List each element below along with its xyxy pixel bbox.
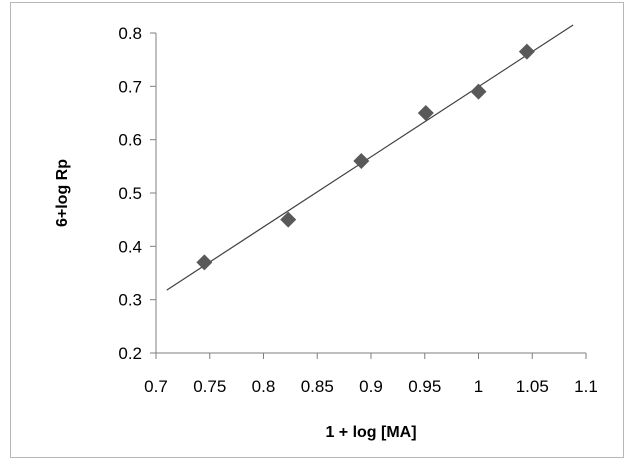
x-tick-label: 0.8 xyxy=(252,377,276,396)
axes xyxy=(150,32,587,359)
x-tick-labels: 0.7 0.75 0.8 0.85 0.9 0.95 1 1.05 1.1 xyxy=(144,377,598,396)
y-tick-label: 0.4 xyxy=(118,237,142,256)
x-tick-label: 0.85 xyxy=(301,377,334,396)
y-tick-labels: 0.2 0.3 0.4 0.5 0.6 0.7 0.8 xyxy=(118,24,142,363)
y-tick-label: 0.2 xyxy=(118,344,142,363)
trendline xyxy=(166,24,574,291)
x-tick-label: 0.95 xyxy=(408,377,441,396)
x-tick-label: 1.1 xyxy=(574,377,598,396)
y-tick-label: 0.3 xyxy=(118,291,142,310)
x-tick-label: 1.05 xyxy=(516,377,549,396)
data-point xyxy=(518,43,535,60)
y-tick-label: 0.5 xyxy=(118,184,142,203)
x-tick-label: 0.9 xyxy=(359,377,383,396)
y-tick-label: 0.8 xyxy=(118,24,142,43)
y-tick-label: 0.7 xyxy=(118,77,142,96)
data-point xyxy=(280,211,297,228)
data-point xyxy=(417,105,434,121)
x-axis-label: 1 + log [MA] xyxy=(325,424,416,441)
data-point xyxy=(196,254,213,271)
x-tick-label: 0.7 xyxy=(144,377,168,396)
data-point xyxy=(353,153,370,169)
x-tick-label: 0.75 xyxy=(193,377,226,396)
y-axis-label: 6+log Rp xyxy=(54,159,71,227)
data-point xyxy=(470,83,487,100)
data-points xyxy=(196,43,535,271)
chart-frame xyxy=(10,2,624,458)
y-tick-label: 0.6 xyxy=(118,131,142,150)
x-tick-label: 1 xyxy=(474,377,483,396)
